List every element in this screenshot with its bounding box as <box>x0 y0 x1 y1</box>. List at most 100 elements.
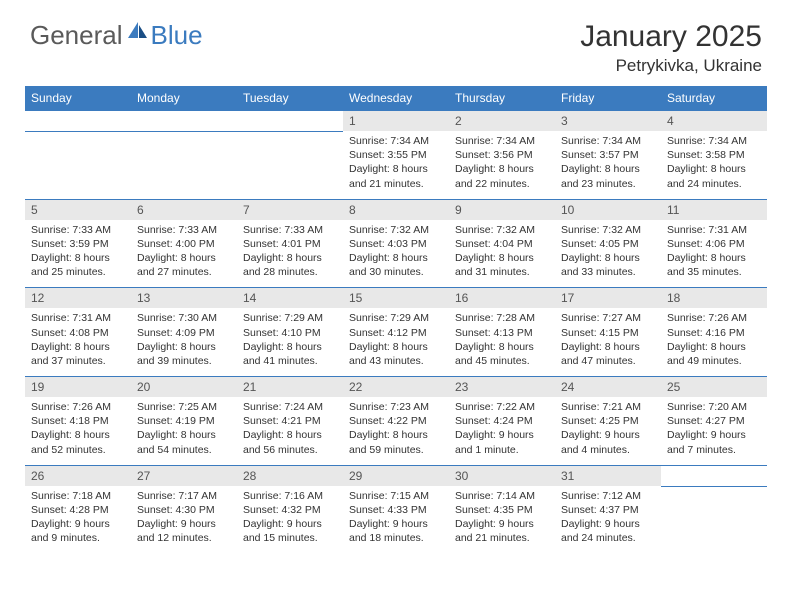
calendar-cell <box>131 110 237 199</box>
calendar-cell: 5Sunrise: 7:33 AMSunset: 3:59 PMDaylight… <box>25 199 131 288</box>
day-details: Sunrise: 7:34 AMSunset: 3:56 PMDaylight:… <box>449 131 555 199</box>
day-number: 10 <box>555 199 661 220</box>
day-number: 24 <box>555 376 661 397</box>
calendar-cell: 14Sunrise: 7:29 AMSunset: 4:10 PMDayligh… <box>237 287 343 376</box>
day-number: 8 <box>343 199 449 220</box>
day-details: Sunrise: 7:32 AMSunset: 4:04 PMDaylight:… <box>449 220 555 288</box>
day-details: Sunrise: 7:25 AMSunset: 4:19 PMDaylight:… <box>131 397 237 465</box>
logo-blue: Blue <box>151 20 203 51</box>
day-number: 4 <box>661 110 767 131</box>
day-details: Sunrise: 7:32 AMSunset: 4:05 PMDaylight:… <box>555 220 661 288</box>
day-number: 12 <box>25 287 131 308</box>
day-number: 6 <box>131 199 237 220</box>
day-text-empty <box>25 131 131 185</box>
day-details: Sunrise: 7:18 AMSunset: 4:28 PMDaylight:… <box>25 486 131 554</box>
day-number: 11 <box>661 199 767 220</box>
day-details: Sunrise: 7:12 AMSunset: 4:37 PMDaylight:… <box>555 486 661 554</box>
day-details: Sunrise: 7:29 AMSunset: 4:10 PMDaylight:… <box>237 308 343 376</box>
calendar-cell: 4Sunrise: 7:34 AMSunset: 3:58 PMDaylight… <box>661 110 767 199</box>
day-number: 25 <box>661 376 767 397</box>
day-details: Sunrise: 7:33 AMSunset: 3:59 PMDaylight:… <box>25 220 131 288</box>
weekday-sunday: Sunday <box>25 86 131 110</box>
day-number: 2 <box>449 110 555 131</box>
page-header: General Blue January 2025 Petrykivka, Uk… <box>0 0 792 86</box>
calendar-header-row: Sunday Monday Tuesday Wednesday Thursday… <box>25 86 767 110</box>
day-details: Sunrise: 7:32 AMSunset: 4:03 PMDaylight:… <box>343 220 449 288</box>
calendar-week-row: 19Sunrise: 7:26 AMSunset: 4:18 PMDayligh… <box>25 376 767 465</box>
day-number: 30 <box>449 465 555 486</box>
day-number: 3 <box>555 110 661 131</box>
day-number: 16 <box>449 287 555 308</box>
calendar-cell: 15Sunrise: 7:29 AMSunset: 4:12 PMDayligh… <box>343 287 449 376</box>
calendar-cell: 9Sunrise: 7:32 AMSunset: 4:04 PMDaylight… <box>449 199 555 288</box>
calendar-cell: 3Sunrise: 7:34 AMSunset: 3:57 PMDaylight… <box>555 110 661 199</box>
day-number-empty <box>25 110 131 131</box>
day-details: Sunrise: 7:34 AMSunset: 3:55 PMDaylight:… <box>343 131 449 199</box>
calendar-cell: 20Sunrise: 7:25 AMSunset: 4:19 PMDayligh… <box>131 376 237 465</box>
day-details: Sunrise: 7:22 AMSunset: 4:24 PMDaylight:… <box>449 397 555 465</box>
day-number: 19 <box>25 376 131 397</box>
weekday-thursday: Thursday <box>449 86 555 110</box>
calendar-cell: 1Sunrise: 7:34 AMSunset: 3:55 PMDaylight… <box>343 110 449 199</box>
weekday-saturday: Saturday <box>661 86 767 110</box>
logo-general: General <box>30 20 123 51</box>
calendar-cell: 8Sunrise: 7:32 AMSunset: 4:03 PMDaylight… <box>343 199 449 288</box>
calendar-week-row: 26Sunrise: 7:18 AMSunset: 4:28 PMDayligh… <box>25 465 767 554</box>
day-details: Sunrise: 7:20 AMSunset: 4:27 PMDaylight:… <box>661 397 767 465</box>
title-block: January 2025 Petrykivka, Ukraine <box>580 20 762 76</box>
day-text-empty <box>131 131 237 185</box>
calendar-cell: 26Sunrise: 7:18 AMSunset: 4:28 PMDayligh… <box>25 465 131 554</box>
calendar-week-row: 1Sunrise: 7:34 AMSunset: 3:55 PMDaylight… <box>25 110 767 199</box>
calendar-cell: 24Sunrise: 7:21 AMSunset: 4:25 PMDayligh… <box>555 376 661 465</box>
day-details: Sunrise: 7:26 AMSunset: 4:18 PMDaylight:… <box>25 397 131 465</box>
day-details: Sunrise: 7:31 AMSunset: 4:06 PMDaylight:… <box>661 220 767 288</box>
logo: General Blue <box>30 20 203 51</box>
calendar-body: 1Sunrise: 7:34 AMSunset: 3:55 PMDaylight… <box>25 110 767 553</box>
logo-sail-icon <box>127 20 149 45</box>
calendar-week-row: 5Sunrise: 7:33 AMSunset: 3:59 PMDaylight… <box>25 199 767 288</box>
day-details: Sunrise: 7:23 AMSunset: 4:22 PMDaylight:… <box>343 397 449 465</box>
day-number: 22 <box>343 376 449 397</box>
calendar-table: Sunday Monday Tuesday Wednesday Thursday… <box>25 86 767 553</box>
day-number: 7 <box>237 199 343 220</box>
day-number: 26 <box>25 465 131 486</box>
day-number: 31 <box>555 465 661 486</box>
day-details: Sunrise: 7:15 AMSunset: 4:33 PMDaylight:… <box>343 486 449 554</box>
day-details: Sunrise: 7:27 AMSunset: 4:15 PMDaylight:… <box>555 308 661 376</box>
day-number-empty <box>237 110 343 131</box>
day-number: 18 <box>661 287 767 308</box>
weekday-friday: Friday <box>555 86 661 110</box>
day-details: Sunrise: 7:16 AMSunset: 4:32 PMDaylight:… <box>237 486 343 554</box>
day-number: 1 <box>343 110 449 131</box>
weekday-wednesday: Wednesday <box>343 86 449 110</box>
day-details: Sunrise: 7:21 AMSunset: 4:25 PMDaylight:… <box>555 397 661 465</box>
day-text-empty <box>237 131 343 185</box>
day-number: 17 <box>555 287 661 308</box>
day-details: Sunrise: 7:30 AMSunset: 4:09 PMDaylight:… <box>131 308 237 376</box>
calendar-cell: 31Sunrise: 7:12 AMSunset: 4:37 PMDayligh… <box>555 465 661 554</box>
calendar-cell: 11Sunrise: 7:31 AMSunset: 4:06 PMDayligh… <box>661 199 767 288</box>
day-details: Sunrise: 7:31 AMSunset: 4:08 PMDaylight:… <box>25 308 131 376</box>
day-details: Sunrise: 7:14 AMSunset: 4:35 PMDaylight:… <box>449 486 555 554</box>
day-details: Sunrise: 7:33 AMSunset: 4:00 PMDaylight:… <box>131 220 237 288</box>
day-number: 20 <box>131 376 237 397</box>
calendar-cell: 13Sunrise: 7:30 AMSunset: 4:09 PMDayligh… <box>131 287 237 376</box>
calendar-cell: 28Sunrise: 7:16 AMSunset: 4:32 PMDayligh… <box>237 465 343 554</box>
day-number: 13 <box>131 287 237 308</box>
weekday-tuesday: Tuesday <box>237 86 343 110</box>
calendar-cell: 21Sunrise: 7:24 AMSunset: 4:21 PMDayligh… <box>237 376 343 465</box>
calendar-cell: 23Sunrise: 7:22 AMSunset: 4:24 PMDayligh… <box>449 376 555 465</box>
day-number: 14 <box>237 287 343 308</box>
day-text-empty <box>661 486 767 540</box>
calendar-week-row: 12Sunrise: 7:31 AMSunset: 4:08 PMDayligh… <box>25 287 767 376</box>
month-title: January 2025 <box>580 20 762 54</box>
day-details: Sunrise: 7:34 AMSunset: 3:58 PMDaylight:… <box>661 131 767 199</box>
day-number: 29 <box>343 465 449 486</box>
calendar-cell: 16Sunrise: 7:28 AMSunset: 4:13 PMDayligh… <box>449 287 555 376</box>
day-number: 15 <box>343 287 449 308</box>
day-number: 21 <box>237 376 343 397</box>
calendar-cell: 10Sunrise: 7:32 AMSunset: 4:05 PMDayligh… <box>555 199 661 288</box>
calendar-cell: 29Sunrise: 7:15 AMSunset: 4:33 PMDayligh… <box>343 465 449 554</box>
calendar-cell: 25Sunrise: 7:20 AMSunset: 4:27 PMDayligh… <box>661 376 767 465</box>
calendar-cell <box>661 465 767 554</box>
